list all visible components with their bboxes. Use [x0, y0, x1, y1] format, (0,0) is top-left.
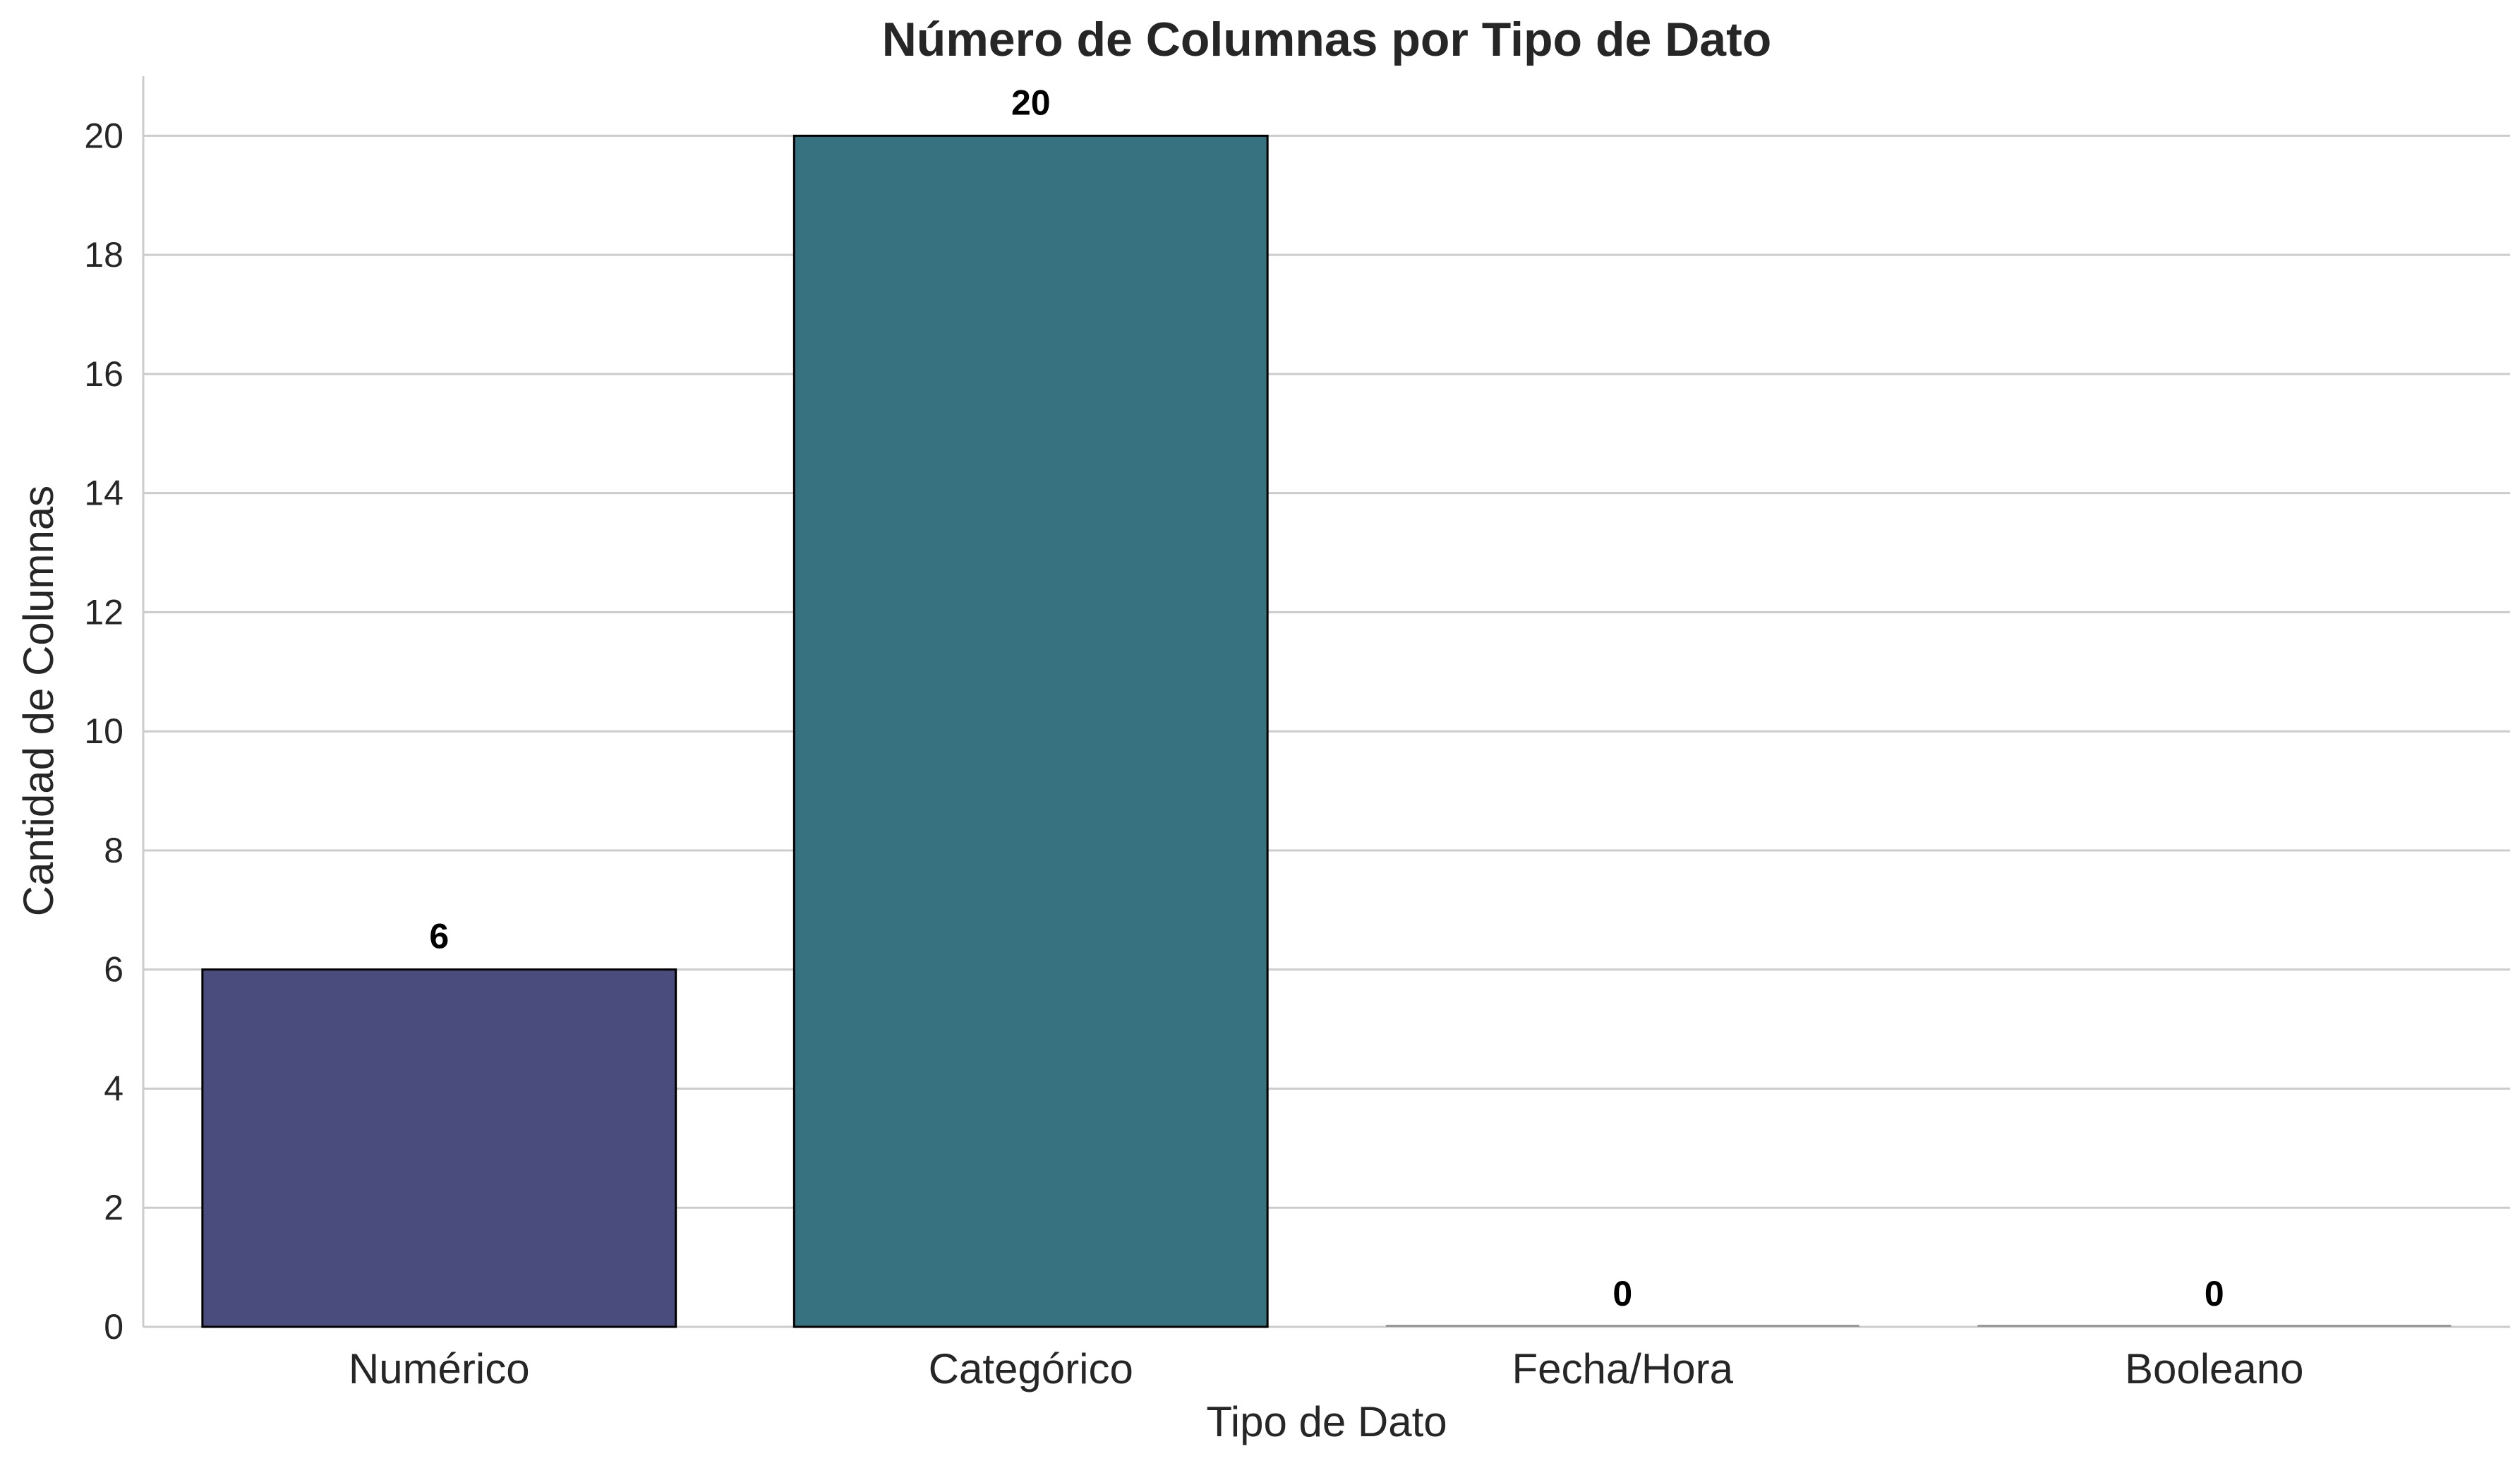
- x-tick-label: Booleano: [2125, 1345, 2304, 1392]
- y-tick-labels: 0 2 4 6 8 10 12 14 16 18 20: [84, 116, 123, 1347]
- y-tick-label: 18: [84, 235, 123, 275]
- x-tick-label: Categórico: [929, 1345, 1133, 1392]
- y-axis-label: Cantidad de Columnas: [15, 486, 62, 916]
- y-tick-label: 20: [84, 116, 123, 155]
- y-tick-label: 8: [104, 831, 123, 870]
- data-label: 0: [1612, 1274, 1632, 1313]
- data-label: 6: [429, 917, 449, 956]
- y-tick-label: 2: [104, 1188, 123, 1227]
- bar-categ-rico: [792, 134, 1269, 1328]
- x-tick-label: Numérico: [349, 1345, 530, 1392]
- y-tick-label: 14: [84, 474, 123, 513]
- bars: [201, 134, 2452, 1328]
- data-label: 0: [2205, 1274, 2224, 1313]
- x-tick-labels: Numérico Categórico Fecha/Hora Booleano: [349, 1345, 2304, 1392]
- y-tick-label: 0: [104, 1307, 123, 1347]
- y-tick-label: 4: [104, 1069, 123, 1108]
- y-tick-label: 16: [84, 354, 123, 394]
- bar-num-rico: [201, 968, 677, 1328]
- data-labels: 6 20 0 0: [429, 83, 2224, 1313]
- y-tick-label: 6: [104, 950, 123, 989]
- x-axis-label: Tipo de Dato: [1206, 1398, 1447, 1445]
- chart-title: Número de Columnas por Tipo de Dato: [882, 13, 1772, 66]
- x-tick-label: Fecha/Hora: [1512, 1345, 1734, 1392]
- y-tick-label: 12: [84, 592, 123, 632]
- data-label: 20: [1011, 83, 1051, 122]
- y-tick-label: 10: [84, 711, 123, 751]
